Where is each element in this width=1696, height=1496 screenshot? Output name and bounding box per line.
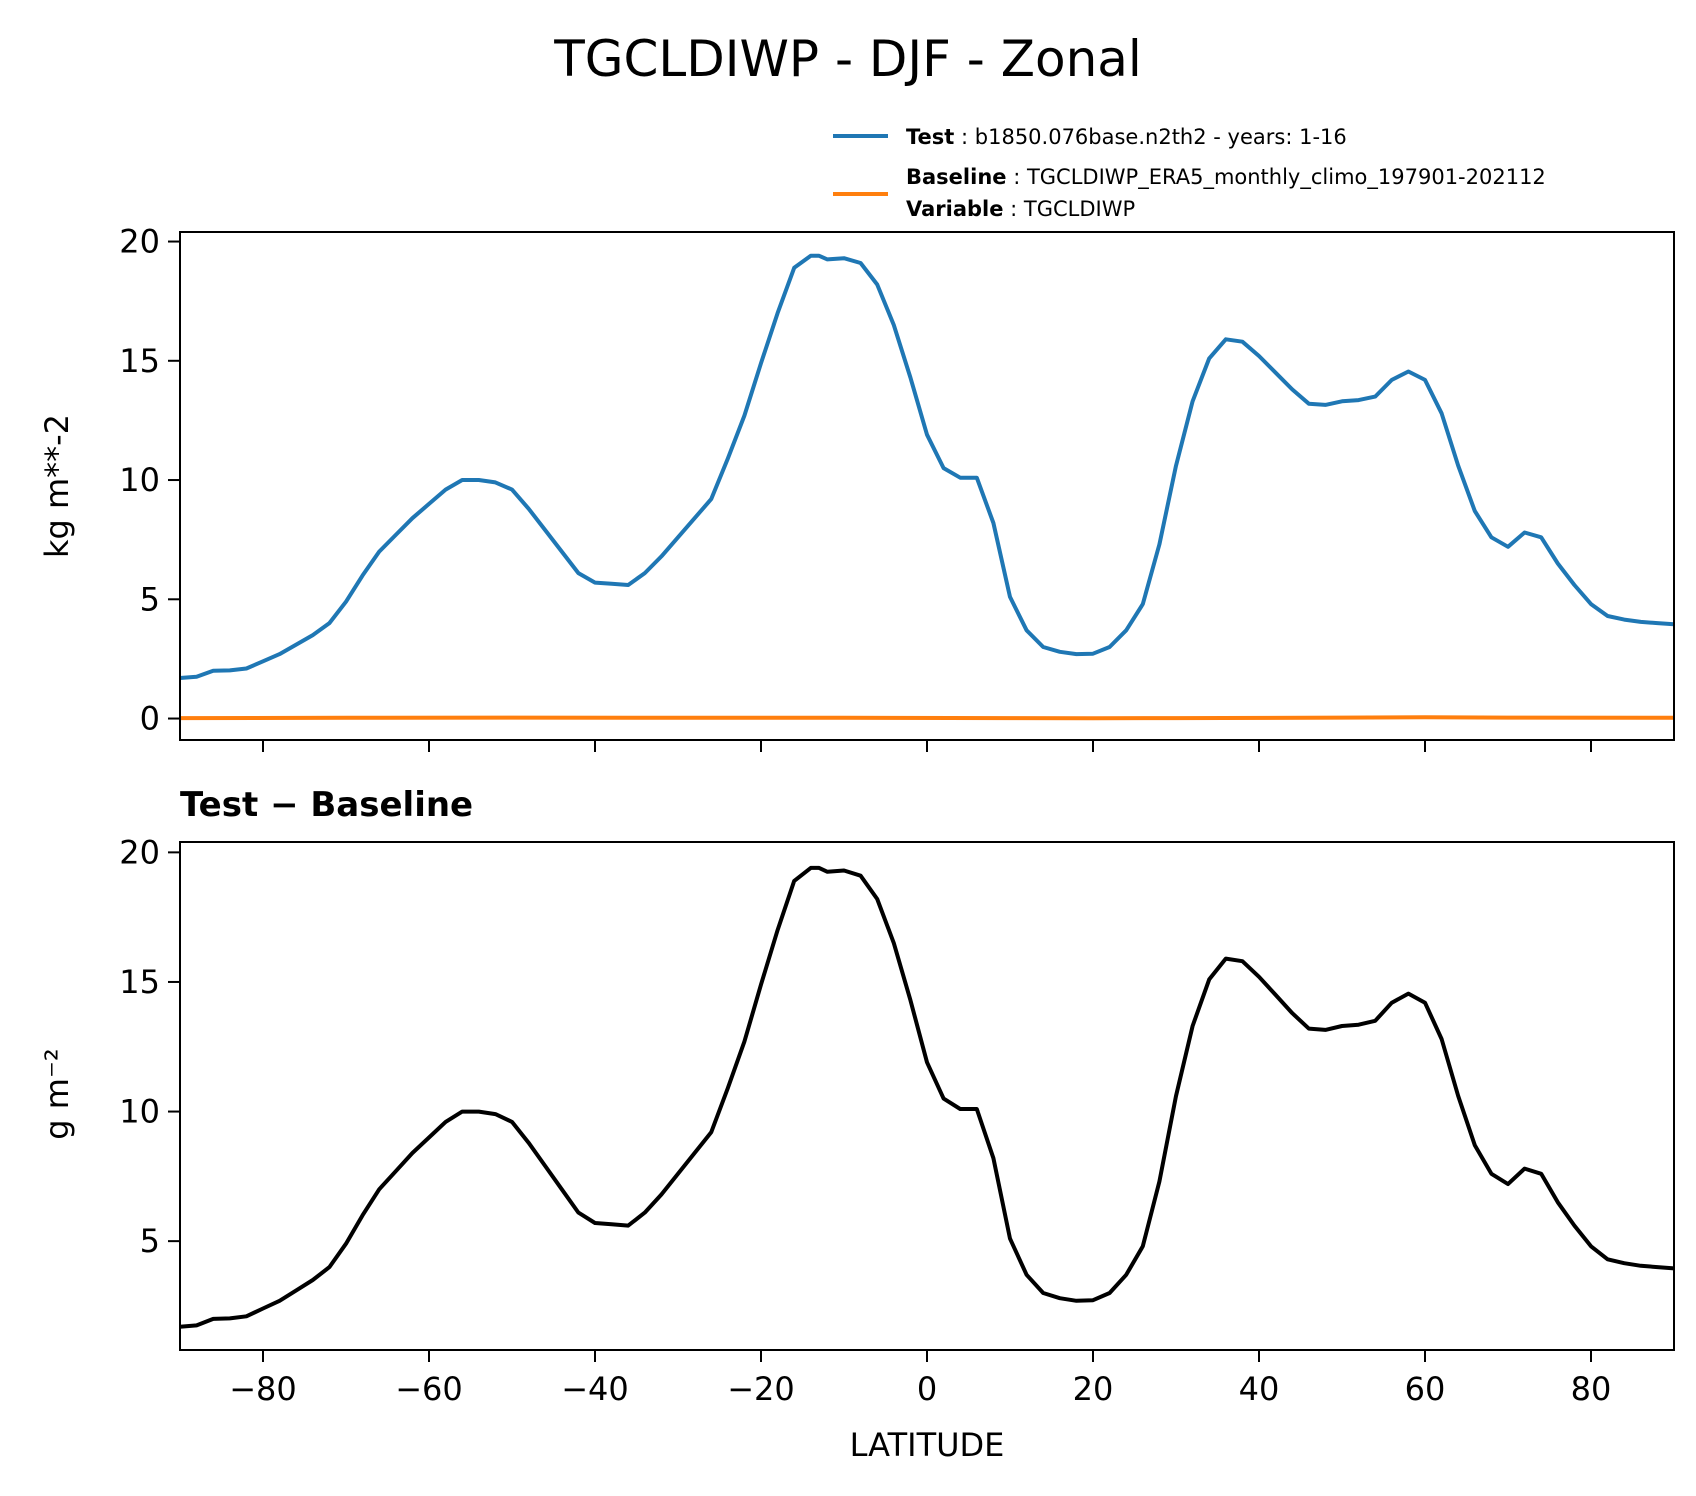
- bottom-y-tick-label: 15: [119, 963, 160, 1001]
- x-tick-label: −80: [229, 1370, 297, 1408]
- bottom-panel: Test − Baseline 5 10 15 20 −80 −60 −40 −20 0 20 4…: [38, 785, 1675, 1408]
- test-series-line: [179, 253, 1675, 680]
- bottom-panel-x-axis: −80 −60 −40 −20 0 20 40 60 80: [229, 1350, 1611, 1408]
- legend-baseline-value: : TGCLDIWP_ERA5_monthly_climo_197901-202…: [1013, 165, 1546, 190]
- top-panel-ylabel: kg m**-2: [38, 414, 76, 558]
- bottom-panel-plot-area: [179, 865, 1675, 1329]
- top-y-tick-label: 20: [119, 223, 160, 261]
- legend-test-entry: Test : b1850.076base.n2th2 - years: 1-16: [906, 125, 1347, 149]
- difference-series-line: [179, 865, 1675, 1329]
- legend-baseline-key: Baseline: [906, 165, 1007, 189]
- legend-variable-entry: Variable : TGCLDIWP: [906, 197, 1135, 221]
- x-tick-label: 80: [1571, 1370, 1612, 1408]
- baseline-series-line: [179, 715, 1675, 721]
- bottom-y-tick-label: 5: [140, 1222, 160, 1260]
- bottom-panel-ylabel: g m⁻²: [38, 1048, 76, 1139]
- top-panel-y-axis: 0 5 10 15 20: [119, 223, 180, 738]
- top-y-tick-label: 15: [119, 342, 160, 380]
- bottom-y-tick-label: 10: [119, 1093, 160, 1131]
- legend-test-value: : b1850.076base.n2th2 - years: 1-16: [961, 125, 1347, 149]
- top-panel-x-ticks: [262, 740, 1592, 752]
- x-tick-label: −40: [561, 1370, 629, 1408]
- x-tick-label: 20: [1073, 1370, 1114, 1408]
- x-tick-label: −20: [727, 1370, 795, 1408]
- top-panel-frame: [179, 231, 1675, 741]
- legend: Test : b1850.076base.n2th2 - years: 1-16…: [833, 125, 1546, 221]
- legend-baseline-entry: Baseline : TGCLDIWP_ERA5_monthly_climo_1…: [906, 165, 1546, 190]
- top-y-tick-label: 10: [119, 461, 160, 499]
- x-tick-label: 60: [1405, 1370, 1446, 1408]
- bottom-panel-title: Test − Baseline: [180, 785, 473, 825]
- top-y-tick-label: 0: [140, 700, 160, 738]
- legend-variable-key: Variable: [906, 197, 1003, 221]
- top-panel-plot-area: [179, 253, 1675, 721]
- top-y-tick-label: 5: [140, 580, 160, 618]
- legend-test-key: Test: [906, 125, 954, 149]
- x-tick-label: 0: [917, 1370, 937, 1408]
- bottom-y-tick-label: 20: [119, 833, 160, 871]
- legend-variable-value: : TGCLDIWP: [1010, 197, 1135, 221]
- x-axis-label: LATITUDE: [850, 1426, 1005, 1464]
- bottom-panel-y-axis: 5 10 15 20: [119, 833, 180, 1260]
- x-tick-label: −60: [395, 1370, 463, 1408]
- top-panel: 0 5 10 15 20 kg m**-2: [38, 223, 1675, 752]
- bottom-panel-frame: [179, 841, 1675, 1351]
- figure-title: TGCLDIWP - DJF - Zonal: [553, 30, 1142, 88]
- x-tick-label: 40: [1239, 1370, 1280, 1408]
